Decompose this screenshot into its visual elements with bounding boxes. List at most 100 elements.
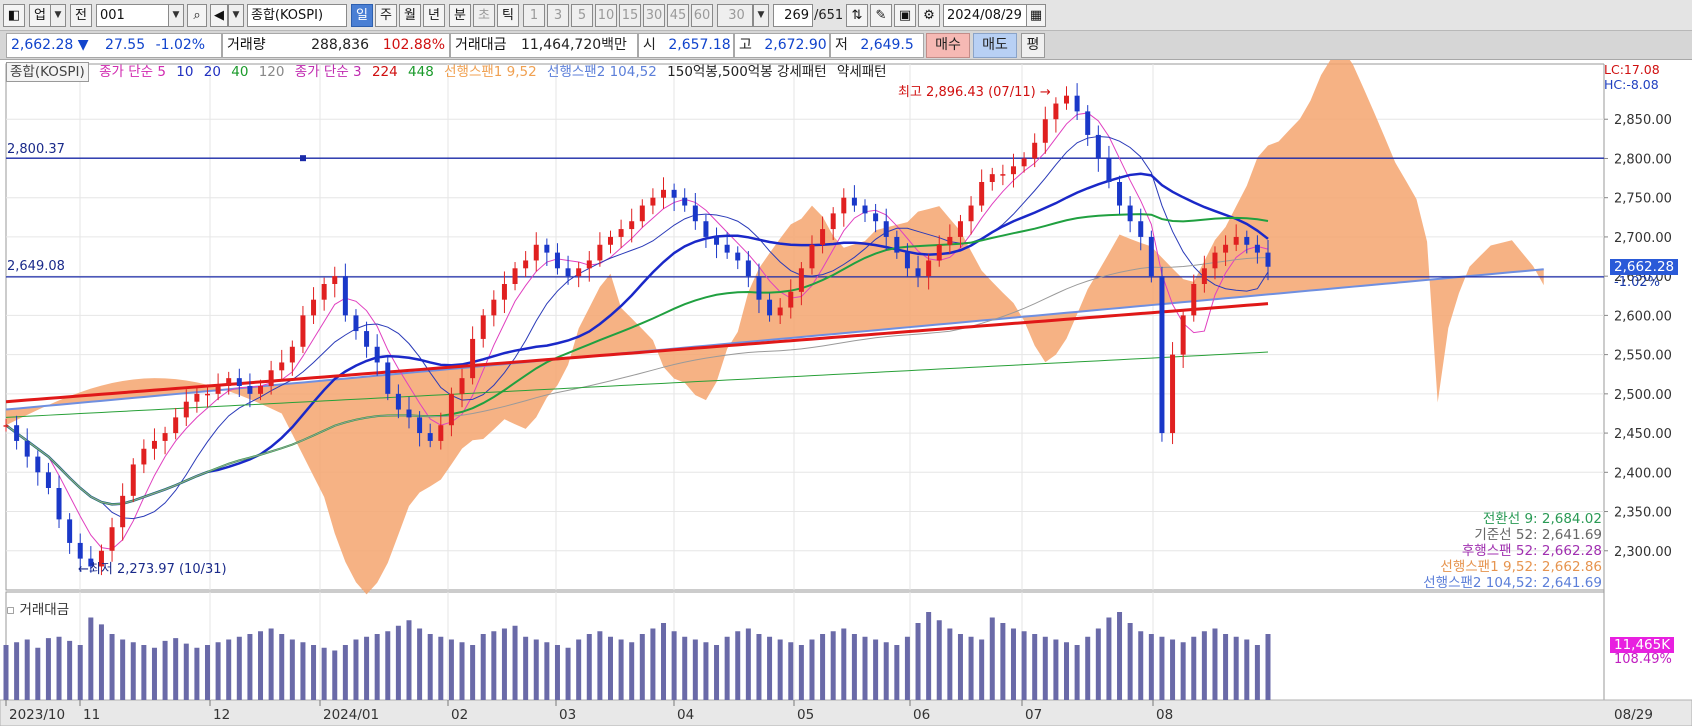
legend-span1[interactable]: 선행스팬1 9,52 [444,64,537,80]
y-tick-label: 2,400.00 [1614,466,1672,481]
legend-ma-label[interactable]: 종가 단순 5 [99,64,166,80]
volume-bar [480,634,486,700]
volume-bar [162,640,168,700]
candle-body [979,182,985,206]
legend-ma2-label[interactable]: 종가 단순 3 [294,64,362,80]
legend-ma-10[interactable]: 10 [176,64,194,80]
volume-bar [1000,623,1006,700]
tools-icon[interactable]: ✎ [870,4,892,27]
code-input[interactable]: 001 [96,4,171,27]
ichimoku-lagging: 후행스팬 52: 2,662.28 [1461,543,1602,559]
volume-bar [491,631,497,700]
low-label: 저 [835,37,848,53]
tab-period-second[interactable]: 초 [473,4,495,27]
candle-body [1233,236,1239,245]
calendar-icon[interactable]: ▦ [1026,4,1046,27]
search-icon[interactable]: ⌕ [187,4,207,27]
legend-pattern[interactable]: 150억봉,500억봉 강세패턴 [667,64,827,80]
volume-bar [1265,634,1271,700]
volume-bar [417,628,423,700]
high-box: 고 2,672.90 [734,33,830,58]
interval-dropdown-icon[interactable]: ▼ [753,4,769,27]
volume-bar [989,617,995,700]
code-dropdown-icon[interactable]: ▼ [168,4,184,27]
candle-body [300,315,306,347]
speaker-dropdown-icon[interactable]: ▼ [228,4,244,27]
candle-body [1095,134,1101,159]
ma-120-line [5,256,1269,505]
name-field[interactable]: 종합(KOSPI) [247,4,347,27]
candle-body [438,425,444,441]
volume-bar [1233,636,1239,700]
candle-body [459,378,465,394]
compare-icon[interactable]: ⇅ [846,4,868,27]
legend-main[interactable]: 종합(KOSPI) [6,62,89,82]
volume-bar [671,631,677,700]
interval-1[interactable]: 1 [523,4,545,27]
tab-period-year[interactable]: 년 [423,4,445,27]
count-input[interactable]: 269 [773,4,813,27]
volume-bar [523,636,529,700]
tab-period-week[interactable]: 주 [375,4,397,27]
candle-body [1265,252,1271,267]
open-box: 시 2,657.18 [638,33,734,58]
legend-ma-120[interactable]: 120 [258,64,285,80]
volume-bar [183,643,189,700]
interval-15[interactable]: 15 [619,4,641,27]
candle-body [1212,252,1218,269]
candle-body [385,362,391,394]
interval-5[interactable]: 5 [571,4,593,27]
y-tick-label: 2,600.00 [1614,309,1672,324]
save-icon[interactable]: ▣ [894,4,916,27]
right-arrow-icon: → [1039,85,1051,100]
candle-body [1159,276,1165,434]
legend-pattern2[interactable]: 약세패턴 [836,64,887,80]
interval-30[interactable]: 30 [643,4,665,27]
volume-bar [607,636,613,700]
interval-10[interactable]: 10 [595,4,617,27]
volume-bar [14,642,20,700]
main-toolbar: ◧ 업 ▼ 전 001 ▼ ⌕ ◀ ▼ 종합(KOSPI) 일 주 월 년 분 … [0,0,1692,31]
volume-bar [862,636,868,700]
gear-icon[interactable]: ⚙ [918,4,940,27]
eval-button[interactable]: 평 [1021,33,1045,58]
candle-body [289,346,295,363]
interval-input[interactable]: 30 [717,4,753,27]
interval-60[interactable]: 60 [691,4,713,27]
volume-bar [576,639,582,700]
date-input[interactable]: 2024/08/29 [943,4,1027,27]
volume-bar [1042,636,1048,700]
volume-panel-title: ▫ 거래대금 [6,602,70,618]
price-chart[interactable]: 2,300.00 2,350.00 2,400.00 2,450.00 2,500.00… [0,60,1692,726]
candle-body [820,229,826,245]
chart-settings-icon[interactable]: ◧ [3,4,25,27]
tab-period-tick[interactable]: 틱 [497,4,519,27]
legend-ma-40[interactable]: 40 [231,64,249,80]
candle-body [841,197,847,214]
period-mode-button[interactable]: 전 [70,4,92,27]
ichimoku-info: 전환선 9: 2,684.02 기준선 52: 2,641.69 후행스팬 52… [1423,511,1602,591]
volume-bar [258,631,264,700]
volume-bar [661,623,667,700]
interval-3[interactable]: 3 [547,4,569,27]
sell-button[interactable]: 매도 [973,33,1017,58]
legend-ma2-224[interactable]: 224 [371,64,398,80]
volume-bar [406,620,412,700]
interval-45[interactable]: 45 [667,4,689,27]
tab-period-day[interactable]: 일 [351,4,373,27]
volume-bar [24,639,30,700]
candle-body [915,268,921,277]
market-select[interactable]: 업 [29,4,51,27]
tab-period-minute[interactable]: 분 [449,4,471,27]
legend-ma-20[interactable]: 20 [203,64,221,80]
buy-button[interactable]: 매수 [926,33,970,58]
volume-bar [1032,634,1038,700]
tab-period-month[interactable]: 월 [399,4,421,27]
candle-body [226,378,232,386]
legend-span2[interactable]: 선행스팬2 104,52 [547,64,657,80]
candle-body [311,299,317,316]
speaker-icon[interactable]: ◀ [210,4,228,27]
candle-body [204,393,210,396]
market-dropdown-icon[interactable]: ▼ [50,4,66,27]
legend-ma2-448[interactable]: 448 [408,64,434,80]
